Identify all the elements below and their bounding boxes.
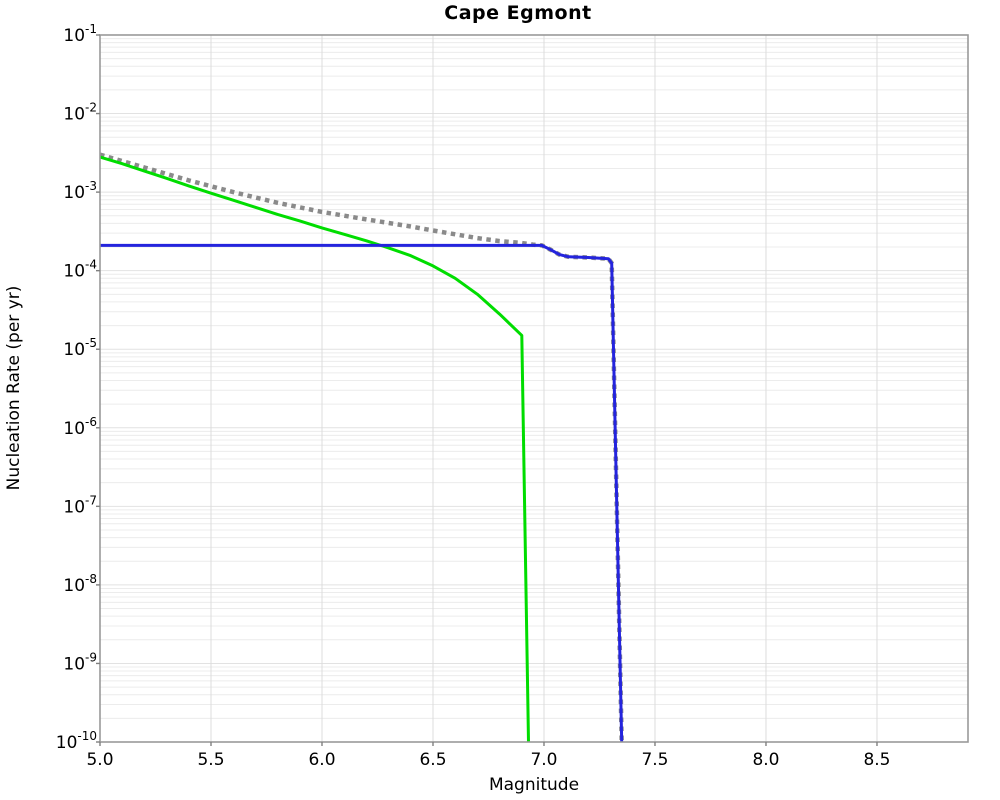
x-tick-label: 5.0 <box>86 750 113 770</box>
y-tick-label: 10-4 <box>63 258 97 282</box>
x-tick-labels: 5.0 5.5 6.0 6.5 7.0 7.5 8.0 8.5 <box>86 750 890 770</box>
y-tick-label: 10-1 <box>63 22 97 46</box>
y-tick-labels: 10-1 10-2 10-3 10-4 10-5 10-6 10-7 10-8 10-9 10-1… <box>56 22 97 753</box>
chart-title: Cape Egmont <box>444 2 592 24</box>
series <box>100 152 624 742</box>
x-tick-label: 8.5 <box>863 750 890 770</box>
plot-frame <box>99 34 969 743</box>
y-tick-label: 10-2 <box>63 101 97 125</box>
x-tick-label: 6.0 <box>308 750 335 770</box>
x-tick-label: 7.0 <box>530 750 557 770</box>
y-tick-label: 10-8 <box>63 572 97 596</box>
x-tick-label: 8.0 <box>752 750 779 770</box>
x-tick-label: 7.5 <box>641 750 668 770</box>
series-characteristic-blue-curve <box>100 243 624 742</box>
gridlines <box>99 34 968 743</box>
y-tick-label: 10-3 <box>63 179 97 203</box>
series-total-rate-dotted <box>100 152 624 742</box>
x-tick-label: 6.5 <box>419 750 446 770</box>
axis-ticks <box>96 34 878 746</box>
y-tick-label: 10-9 <box>63 650 97 674</box>
x-axis-title: Magnitude <box>488 775 580 795</box>
series-tapered-green-curve <box>100 155 530 742</box>
y-tick-label: 10-10 <box>56 729 97 753</box>
y-tick-label: 10-6 <box>63 415 97 439</box>
x-tick-label: 5.5 <box>197 750 224 770</box>
y-tick-label: 10-7 <box>63 493 97 517</box>
y-axis-title: Nucleation Rate (per yr) <box>4 285 24 491</box>
y-tick-label: 10-5 <box>63 336 97 360</box>
